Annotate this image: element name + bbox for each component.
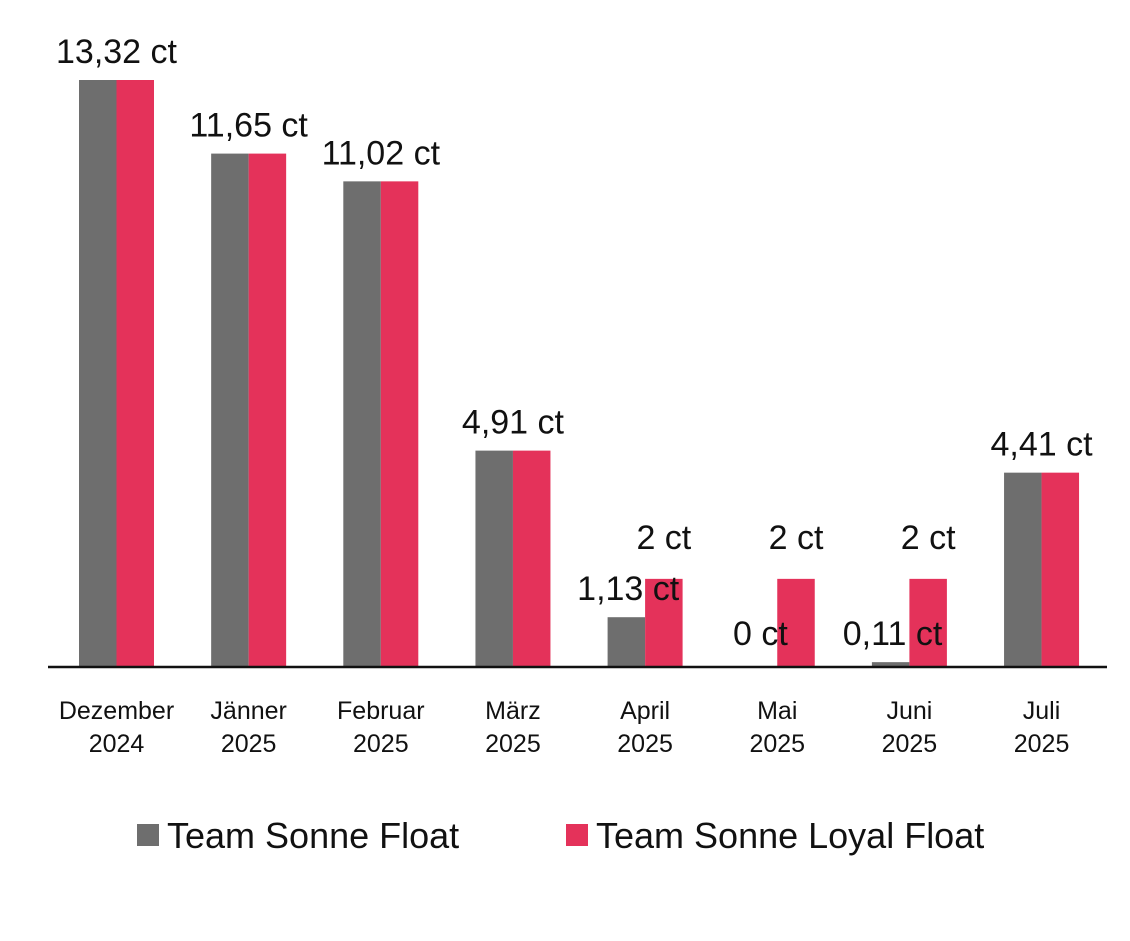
bar-loyal-3	[512, 450, 551, 667]
bar-loyal-7	[1041, 472, 1080, 667]
data-label-6: 0,11 ct	[843, 615, 943, 653]
data-label-1: 11,65 ct	[189, 107, 308, 145]
x-tick-label-year-6: 2025	[882, 730, 938, 758]
x-tick-label-month-2: Februar	[337, 697, 425, 725]
data-label-2: 11,02 ct	[322, 134, 441, 172]
x-tick-label-month-5: Mai	[757, 697, 797, 725]
bar-float-2	[343, 181, 381, 667]
x-tick-label-month-6: Juni	[886, 697, 932, 725]
x-tick-label-month-1: Jänner	[210, 697, 286, 725]
bar-float-4	[607, 617, 646, 667]
bar-float-7	[1004, 472, 1042, 667]
bar-float-0	[79, 80, 117, 667]
bar-float-6	[871, 662, 910, 667]
x-tick-label-year-0: 2024	[89, 730, 145, 758]
bar-loyal-6	[909, 578, 947, 667]
x-tick-label-month-7: Juli	[1023, 697, 1061, 725]
legend-label-loyal: Team Sonne Loyal Float	[596, 815, 984, 856]
bar-loyal-2	[380, 181, 419, 667]
x-tick-label-month-0: Dezember	[59, 697, 174, 725]
bar-float-1	[211, 153, 249, 668]
legend-swatch-float	[137, 824, 159, 846]
data-label-3: 4,91 ct	[462, 404, 565, 442]
bar-float-3	[475, 450, 513, 667]
legend-swatch-loyal	[566, 824, 588, 846]
bar-loyal-4	[645, 578, 683, 667]
data-label-4: 1,13 ct	[577, 570, 680, 608]
x-tick-label-year-7: 2025	[1014, 730, 1070, 758]
data-label-7: 4,41 ct	[991, 426, 1094, 464]
loyal-data-label-6: 2 ct	[901, 519, 956, 557]
data-label-5: 0 ct	[733, 615, 788, 653]
x-tick-label-year-1: 2025	[221, 730, 277, 758]
bar-loyal-5	[777, 578, 815, 667]
bar-loyal-1	[248, 153, 287, 668]
x-tick-label-year-3: 2025	[485, 730, 541, 758]
data-label-0: 13,32 ct	[56, 33, 178, 71]
loyal-data-label-5: 2 ct	[769, 519, 824, 557]
legend-label-float: Team Sonne Float	[167, 815, 459, 856]
x-tick-label-year-2: 2025	[353, 730, 409, 758]
x-tick-label-year-5: 2025	[749, 730, 805, 758]
loyal-data-label-4: 2 ct	[636, 519, 691, 557]
x-tick-label-month-4: April	[620, 697, 670, 725]
x-tick-label-year-4: 2025	[617, 730, 673, 758]
bar-loyal-0	[116, 80, 154, 667]
x-tick-label-month-3: März	[485, 697, 541, 725]
